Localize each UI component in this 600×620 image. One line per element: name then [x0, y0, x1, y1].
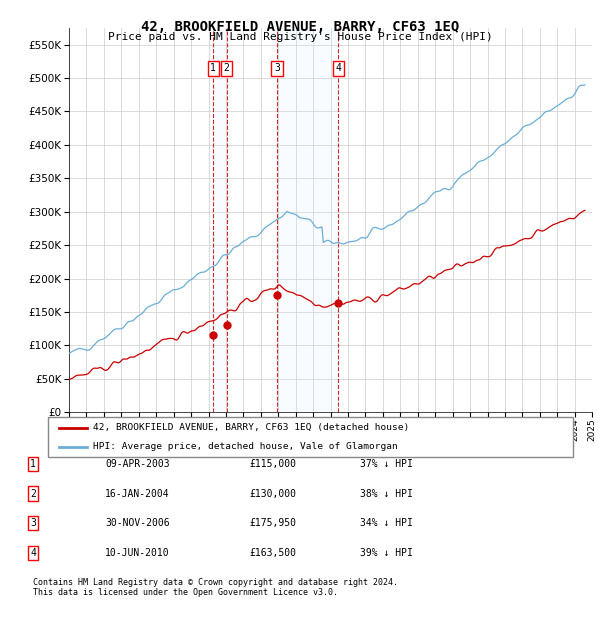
Text: 3: 3 — [274, 63, 280, 73]
Bar — [213, 28, 227, 412]
Text: 42, BROOKFIELD AVENUE, BARRY, CF63 1EQ: 42, BROOKFIELD AVENUE, BARRY, CF63 1EQ — [141, 20, 459, 34]
Text: 2: 2 — [30, 489, 36, 498]
Text: 30-NOV-2006: 30-NOV-2006 — [105, 518, 170, 528]
Text: 2: 2 — [224, 63, 230, 73]
Text: 34% ↓ HPI: 34% ↓ HPI — [360, 518, 413, 528]
Text: 4: 4 — [335, 63, 341, 73]
Text: 3: 3 — [30, 518, 36, 528]
Text: 09-APR-2003: 09-APR-2003 — [105, 459, 170, 469]
Text: Contains HM Land Registry data © Crown copyright and database right 2024.: Contains HM Land Registry data © Crown c… — [33, 578, 398, 587]
Bar — [277, 28, 338, 412]
Text: This data is licensed under the Open Government Licence v3.0.: This data is licensed under the Open Gov… — [33, 588, 338, 597]
Text: HPI: Average price, detached house, Vale of Glamorgan: HPI: Average price, detached house, Vale… — [92, 442, 397, 451]
Text: 1: 1 — [210, 63, 216, 73]
Text: 10-JUN-2010: 10-JUN-2010 — [105, 548, 170, 558]
Text: 16-JAN-2004: 16-JAN-2004 — [105, 489, 170, 498]
Text: £163,500: £163,500 — [249, 548, 296, 558]
FancyBboxPatch shape — [48, 417, 573, 457]
Text: 37% ↓ HPI: 37% ↓ HPI — [360, 459, 413, 469]
Text: 38% ↓ HPI: 38% ↓ HPI — [360, 489, 413, 498]
Text: 42, BROOKFIELD AVENUE, BARRY, CF63 1EQ (detached house): 42, BROOKFIELD AVENUE, BARRY, CF63 1EQ (… — [92, 423, 409, 432]
Text: Price paid vs. HM Land Registry's House Price Index (HPI): Price paid vs. HM Land Registry's House … — [107, 32, 493, 42]
Text: £130,000: £130,000 — [249, 489, 296, 498]
Text: £175,950: £175,950 — [249, 518, 296, 528]
Text: £115,000: £115,000 — [249, 459, 296, 469]
Text: 1: 1 — [30, 459, 36, 469]
Text: 4: 4 — [30, 548, 36, 558]
Text: 39% ↓ HPI: 39% ↓ HPI — [360, 548, 413, 558]
